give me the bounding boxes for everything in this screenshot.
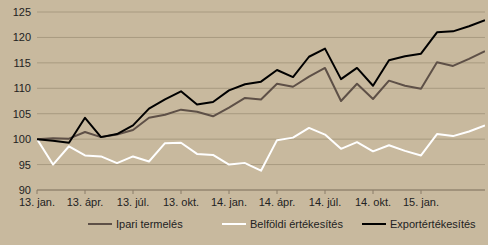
x-tick (133, 190, 134, 194)
x-tick-label: 14. okt. (355, 196, 391, 208)
x-tick-label: 14. jan. (211, 196, 247, 208)
chart: 90 95 100 105 110 115 120 125 13. jan. 13. ápr. 13… (0, 0, 488, 245)
x-tick (421, 190, 422, 194)
grid-line (37, 62, 485, 63)
plot-area (37, 20, 485, 171)
grid-line (37, 164, 485, 165)
grid-line (37, 37, 485, 38)
x-tick-label: 14. júl. (309, 196, 341, 208)
x-tick-label: 13. jan. (19, 196, 55, 208)
y-tick-label: 105 (13, 108, 31, 120)
grid-line (37, 12, 485, 13)
x-tick-label: 13. ápr. (67, 196, 104, 208)
legend-swatch (362, 223, 386, 225)
x-tick-label: 13. okt. (163, 196, 199, 208)
y-tick-label: 95 (19, 159, 31, 171)
y-tick-label: 125 (13, 6, 31, 18)
x-tick-label: 13. júl. (117, 196, 149, 208)
legend-swatch (88, 223, 112, 225)
x-tick (85, 190, 86, 194)
x-axis (37, 190, 485, 191)
x-tick (229, 190, 230, 194)
grid-line (37, 113, 485, 114)
x-tick (325, 190, 326, 194)
legend-swatch (222, 223, 246, 225)
x-tick (181, 190, 182, 194)
legend-label: Belföldi értékesítés (250, 218, 343, 230)
y-tick-label: 120 (13, 31, 31, 43)
grid-line (37, 190, 485, 191)
y-tick-label: 115 (13, 57, 31, 69)
x-tick-label: 15. jan. (403, 196, 439, 208)
background (0, 0, 488, 245)
y-tick-label: 110 (13, 82, 31, 94)
x-tick (37, 190, 38, 194)
legend-label: Exportértékesítés (390, 218, 476, 230)
x-tick-label: 14. ápr. (259, 196, 296, 208)
y-tick-label: 100 (13, 133, 31, 145)
x-tick (277, 190, 278, 194)
series-line (37, 51, 485, 139)
legend-label: Ipari termelés (116, 218, 183, 230)
x-tick (373, 190, 374, 194)
y-tick-label: 90 (19, 184, 31, 196)
grid-line (37, 139, 485, 140)
series-line (37, 125, 485, 170)
series-line (37, 20, 485, 143)
